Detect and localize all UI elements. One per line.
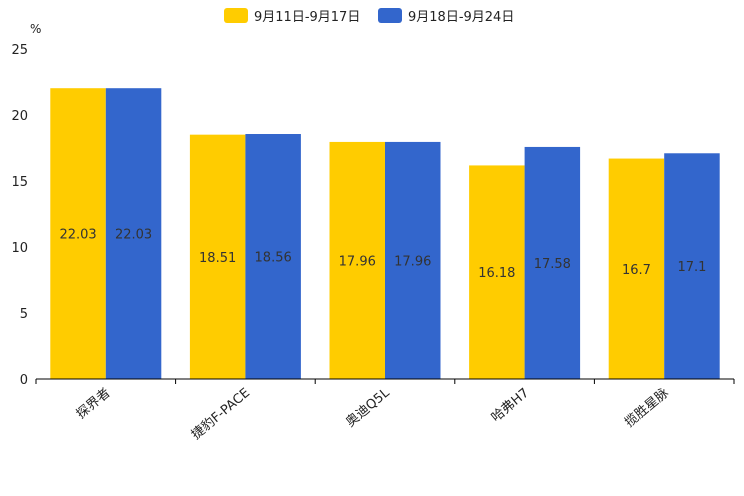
data-label: 22.03 bbox=[59, 228, 96, 243]
bar bbox=[50, 88, 106, 379]
y-tick-label: 5 bbox=[20, 307, 28, 322]
y-tick-label: 20 bbox=[11, 109, 28, 124]
y-tick-label: 0 bbox=[20, 373, 28, 388]
legend-label: 9月11日-9月17日 bbox=[254, 10, 360, 25]
bar bbox=[245, 134, 301, 379]
data-label: 22.03 bbox=[115, 228, 152, 243]
bar bbox=[664, 153, 720, 379]
x-tick-label: 捷豹F-PACE bbox=[189, 386, 253, 443]
bar bbox=[469, 165, 525, 379]
data-label: 17.58 bbox=[534, 257, 571, 272]
bar bbox=[189, 134, 246, 379]
legend-label: 9月18日-9月24日 bbox=[408, 10, 514, 25]
x-axis: 探界者 捷豹F-PACE 奥迪Q5L 哈弗H7 揽胜星脉 bbox=[35, 378, 735, 443]
data-label: 18.56 bbox=[255, 251, 292, 266]
legend-swatch bbox=[378, 8, 402, 23]
y-tick-label: 25 bbox=[11, 43, 28, 58]
y-axis: 0 5 10 15 20 25 bbox=[11, 43, 28, 388]
legend: 9月11日-9月17日 9月18日-9月24日 bbox=[224, 8, 514, 25]
y-tick-label: 10 bbox=[11, 241, 28, 256]
data-label: 17.1 bbox=[677, 260, 706, 275]
bar bbox=[385, 141, 441, 379]
data-label: 17.96 bbox=[394, 254, 431, 269]
x-tick-label: 哈弗H7 bbox=[489, 386, 532, 426]
bar bbox=[105, 88, 162, 379]
x-tick-label: 探界者 bbox=[74, 386, 114, 423]
data-label: 16.7 bbox=[622, 263, 651, 278]
bars: 22.03 22.03 18.51 18.56 17.96 17.96 16.18 17.58… bbox=[50, 88, 720, 379]
y-axis-unit: % bbox=[30, 22, 41, 36]
bar bbox=[329, 141, 385, 379]
bar bbox=[608, 158, 665, 379]
x-tick-label: 揽胜星脉 bbox=[622, 385, 672, 431]
legend-swatch bbox=[224, 8, 248, 23]
data-label: 18.51 bbox=[199, 251, 236, 266]
x-tick-label: 奥迪Q5L bbox=[343, 385, 393, 430]
bar bbox=[524, 146, 581, 379]
data-label: 17.96 bbox=[339, 254, 376, 269]
data-label: 16.18 bbox=[478, 266, 515, 281]
y-tick-label: 15 bbox=[11, 175, 28, 190]
